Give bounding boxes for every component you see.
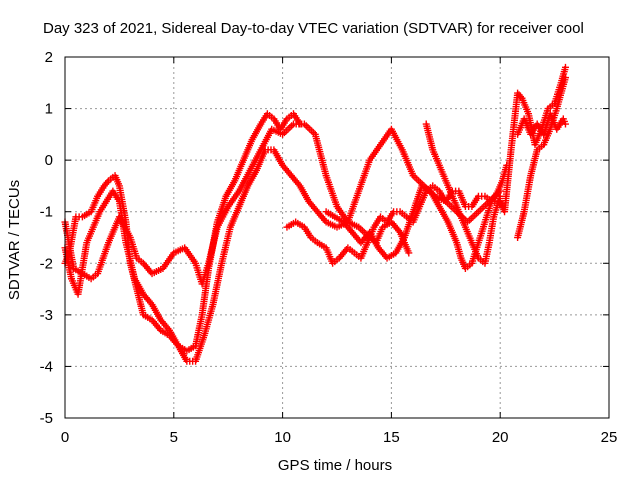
x-tick-label: 15	[383, 429, 400, 446]
x-tick-label: 0	[61, 429, 69, 446]
y-tick-label: -3	[40, 307, 53, 324]
y-tick-label: -2	[40, 255, 53, 272]
series-track-i	[514, 74, 569, 241]
y-axis-label: SDTVAR / TECUs	[6, 180, 23, 300]
grid	[65, 57, 609, 418]
y-tick-label: 0	[45, 152, 53, 169]
x-axis-label: GPS time / hours	[278, 457, 392, 474]
y-tick-label: -5	[40, 410, 53, 427]
data-point	[561, 120, 569, 128]
data-point	[405, 249, 413, 257]
series-track-g	[496, 63, 569, 216]
series-track-a	[61, 110, 304, 355]
y-tick-label: -4	[40, 358, 53, 375]
series-track-c	[61, 120, 504, 288]
axis-ticks: 0 5 10 15 20 25 -5 -4 -3 -2 -1 0 1 2	[40, 49, 618, 446]
chart-title: Day 323 of 2021, Sidereal Day-to-day VTE…	[43, 20, 584, 37]
plot-frame	[64, 56, 610, 419]
y-tick-label: 1	[45, 101, 53, 118]
data-point	[561, 74, 569, 82]
x-tick-label: 20	[492, 429, 509, 446]
y-tick-label: -1	[40, 204, 53, 221]
x-tick-label: 5	[170, 429, 178, 446]
data-points	[61, 63, 569, 365]
x-tick-label: 10	[274, 429, 291, 446]
data-point	[561, 63, 569, 71]
y-tick-label: 2	[45, 49, 53, 66]
x-tick-label: 25	[601, 429, 618, 446]
